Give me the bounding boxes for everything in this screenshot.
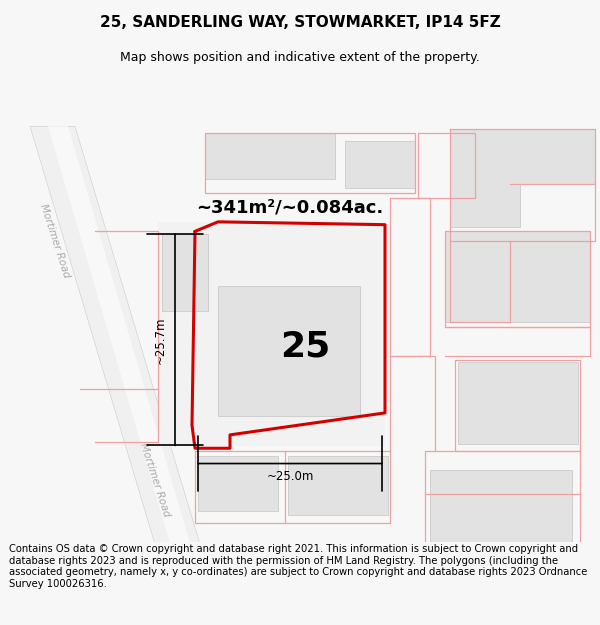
Text: Mortimer Road: Mortimer Road	[139, 441, 172, 518]
Polygon shape	[445, 231, 590, 322]
Polygon shape	[345, 141, 415, 188]
Polygon shape	[205, 133, 335, 179]
Polygon shape	[450, 129, 595, 227]
Text: 25: 25	[280, 329, 330, 363]
Polygon shape	[48, 126, 205, 594]
Text: ~25.7m: ~25.7m	[154, 316, 167, 364]
Polygon shape	[162, 234, 208, 311]
Text: Map shows position and indicative extent of the property.: Map shows position and indicative extent…	[120, 51, 480, 64]
Polygon shape	[158, 222, 385, 446]
Polygon shape	[288, 456, 388, 515]
Text: Mortimer Road: Mortimer Road	[38, 202, 71, 279]
Polygon shape	[430, 470, 572, 542]
Polygon shape	[30, 126, 215, 594]
Polygon shape	[198, 456, 278, 511]
Text: Contains OS data © Crown copyright and database right 2021. This information is : Contains OS data © Crown copyright and d…	[9, 544, 587, 589]
Text: 25, SANDERLING WAY, STOWMARKET, IP14 5FZ: 25, SANDERLING WAY, STOWMARKET, IP14 5FZ	[100, 14, 500, 29]
Text: ~341m²/~0.084ac.: ~341m²/~0.084ac.	[196, 199, 383, 216]
Polygon shape	[218, 286, 360, 416]
Text: ~25.0m: ~25.0m	[266, 471, 314, 483]
Polygon shape	[458, 362, 578, 444]
